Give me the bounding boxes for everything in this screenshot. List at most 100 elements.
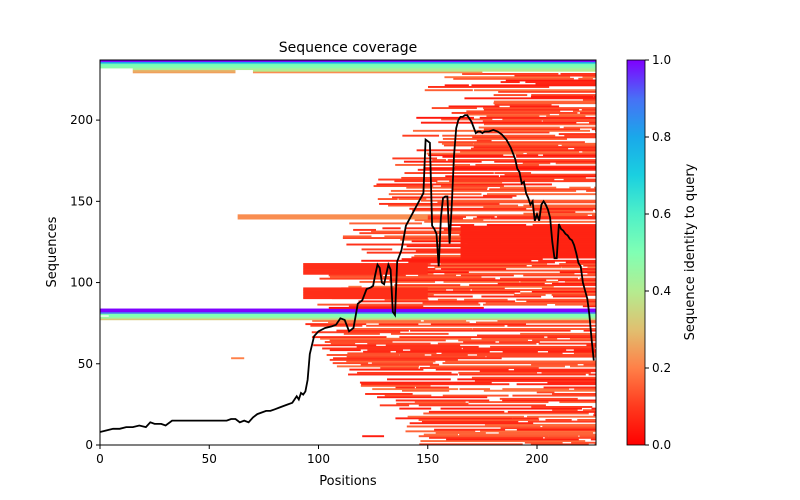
coverage-bar bbox=[303, 263, 428, 265]
coverage-bar bbox=[502, 118, 596, 121]
coverage-bar bbox=[591, 407, 596, 410]
coverage-bar bbox=[441, 269, 596, 272]
coverage-bar bbox=[594, 443, 596, 445]
coverage-bar bbox=[519, 168, 596, 171]
coverage-bar bbox=[462, 347, 595, 350]
coverage-bar bbox=[460, 227, 596, 230]
coverage-bar bbox=[471, 289, 596, 291]
coverage-bar bbox=[367, 342, 431, 345]
coverage-bar bbox=[360, 384, 431, 387]
coverage-bar bbox=[346, 355, 486, 358]
coverage-bar bbox=[365, 393, 413, 395]
coverage-bar bbox=[460, 235, 596, 238]
coverage-bar bbox=[502, 399, 596, 402]
coverage-bar bbox=[445, 175, 499, 178]
coverage-bar bbox=[473, 142, 596, 145]
coverage-bar bbox=[494, 103, 552, 106]
coverage-bar bbox=[411, 256, 483, 259]
coverage-bar bbox=[378, 178, 555, 181]
coverage-bar bbox=[390, 189, 577, 192]
coverage-bar bbox=[100, 308, 596, 311]
coverage-bar bbox=[543, 154, 596, 157]
coverage-bar bbox=[303, 264, 428, 267]
coverage-bar bbox=[100, 66, 596, 69]
coverage-bar bbox=[507, 410, 596, 413]
coverage-bar bbox=[523, 204, 596, 207]
coverage-bar bbox=[437, 201, 596, 204]
coverage-bar bbox=[535, 82, 596, 85]
coverage-bar bbox=[593, 412, 596, 415]
coverage-bar bbox=[333, 357, 502, 360]
coverage-bar bbox=[444, 272, 575, 275]
coverage-bar bbox=[460, 150, 580, 153]
coverage-line bbox=[100, 114, 595, 433]
coverage-bar bbox=[408, 215, 467, 218]
coverage-bar bbox=[570, 365, 596, 368]
coverage-bar bbox=[486, 224, 527, 226]
coverage-bar bbox=[532, 224, 596, 226]
coverage-bar bbox=[449, 180, 596, 183]
coverage-bar bbox=[324, 341, 393, 343]
coverage-bar bbox=[431, 107, 477, 110]
coverage-bar bbox=[460, 256, 596, 259]
coverage-bar bbox=[410, 349, 567, 352]
coverage-bar bbox=[395, 163, 471, 166]
coverage-bar bbox=[565, 261, 596, 264]
coverage-bar bbox=[441, 142, 474, 145]
coverage-bar bbox=[401, 176, 586, 179]
coverage-bar bbox=[336, 365, 419, 368]
coverage-bar bbox=[476, 139, 492, 142]
coverage-bar bbox=[361, 259, 532, 262]
coverage-bar bbox=[520, 292, 596, 295]
coverage-bar bbox=[420, 440, 586, 443]
coverage-bar bbox=[493, 94, 528, 97]
coverage-bar bbox=[430, 323, 527, 326]
coverage-bar bbox=[513, 293, 546, 296]
coverage-bar bbox=[558, 279, 596, 282]
coverage-bar bbox=[515, 154, 539, 157]
coverage-bar bbox=[582, 305, 596, 308]
coverage-bar bbox=[551, 293, 596, 296]
coverage-bar bbox=[329, 339, 446, 342]
coverage-bar bbox=[132, 68, 596, 71]
coverage-bar bbox=[476, 215, 495, 218]
coverage-bar bbox=[417, 168, 520, 171]
coverage-bar bbox=[504, 173, 596, 176]
coverage-bar bbox=[444, 76, 571, 79]
coverage-bar bbox=[548, 435, 579, 438]
coverage-bar bbox=[359, 232, 505, 235]
coverage-bar bbox=[399, 407, 432, 410]
coverage-bar bbox=[466, 110, 561, 113]
y-tick-label: 50 bbox=[78, 357, 93, 371]
coverage-bar bbox=[329, 276, 482, 278]
coverage-bar bbox=[420, 121, 577, 124]
coverage-bar bbox=[100, 310, 596, 313]
coverage-bar bbox=[541, 371, 591, 374]
coverage-bar bbox=[563, 126, 596, 129]
coverage-bar bbox=[328, 321, 470, 324]
coverage-bar bbox=[569, 186, 591, 189]
coverage-bar bbox=[303, 272, 428, 275]
coverage-bar bbox=[582, 409, 596, 412]
coverage-bar bbox=[378, 323, 419, 326]
coverage-bar bbox=[500, 427, 596, 430]
coverage-bar bbox=[313, 344, 377, 347]
coverage-bar bbox=[583, 363, 596, 366]
coverage-bar bbox=[437, 342, 537, 345]
coverage-bar bbox=[479, 370, 596, 373]
coverage-bar bbox=[472, 328, 596, 330]
coverage-bar bbox=[516, 428, 596, 431]
coverage-bar bbox=[499, 341, 540, 343]
coverage-bar bbox=[303, 293, 428, 296]
coverage-bar bbox=[447, 159, 596, 162]
coverage-bar bbox=[561, 144, 596, 147]
coverage-bar bbox=[357, 371, 452, 374]
coverage-bar bbox=[500, 175, 596, 178]
coverage-bar bbox=[359, 280, 436, 283]
coverage-bar bbox=[442, 134, 556, 137]
coverage-bar bbox=[545, 419, 572, 421]
coverage-bar bbox=[423, 412, 589, 415]
coverage-bar bbox=[462, 72, 559, 75]
coverage-bar bbox=[460, 228, 596, 231]
coverage-bar bbox=[583, 329, 596, 332]
